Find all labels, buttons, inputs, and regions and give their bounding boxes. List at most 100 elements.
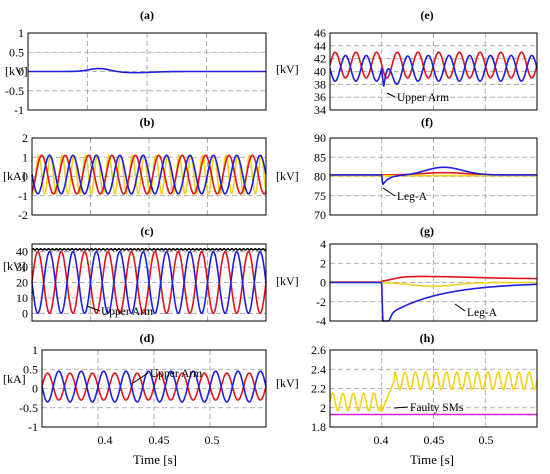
panel-d-annotation: Upper Arm	[150, 368, 202, 380]
panel-f-axes	[329, 137, 538, 216]
y-tick-label: 90	[314, 131, 326, 145]
series-line-blue	[41, 370, 267, 403]
panel-b-series	[31, 154, 267, 195]
panel-f-title: (f)	[421, 115, 433, 129]
panel-g-series	[329, 275, 538, 322]
y-tick-label: 36	[314, 90, 326, 104]
y-tick-label: 1	[32, 343, 38, 357]
panel-d-series	[41, 370, 267, 403]
panel-f-yticks: 70 75 80 85 90	[314, 131, 326, 222]
panel-d: (d) [kA] -1 -0.5 0 0.5 1 Upper Arm	[3, 331, 267, 434]
y-tick-label: 1	[22, 150, 28, 164]
panel-c-annotation: Upper Arm	[101, 306, 153, 318]
panel-h-grid	[330, 350, 537, 427]
y-tick-label: 80	[314, 170, 326, 184]
series-line-yellow	[329, 371, 538, 413]
y-tick-label: 30	[16, 260, 28, 274]
panel-d-axes	[41, 349, 267, 428]
y-tick-label: 4	[320, 237, 326, 251]
y-tick-label: 34	[314, 103, 326, 117]
panel-b: (b) [kA] -2 -1 0 1 2	[3, 115, 267, 222]
panel-f-annotation-arrow	[382, 187, 396, 197]
series-line-blue	[329, 166, 538, 186]
panel-c-axes	[31, 243, 267, 322]
panel-b-ylabel: [kA]	[3, 169, 26, 183]
y-tick-label: -1	[28, 420, 38, 434]
y-tick-label: 2.4	[311, 362, 326, 376]
x-tick-label: 0.4	[98, 433, 113, 447]
y-tick-label: 38	[314, 77, 326, 91]
series-line-black	[31, 247, 267, 251]
panel-f-ylabel: [kV]	[276, 169, 299, 183]
panel-b-title: (b)	[140, 115, 155, 129]
y-tick-label: -0.5	[19, 401, 38, 415]
y-tick-label: -1	[14, 103, 24, 117]
x-tick-label: 0.45	[149, 433, 170, 447]
panel-b-axes	[31, 137, 267, 216]
y-tick-label: 20	[16, 276, 28, 290]
y-tick-label: 0.5	[23, 362, 38, 376]
y-tick-label: -1	[18, 189, 28, 203]
series-line-blue	[329, 54, 538, 87]
series-line-blue	[31, 154, 267, 195]
panel-c-grid	[32, 244, 266, 321]
y-tick-label: 0	[22, 170, 28, 184]
panel-a-title: (a)	[140, 8, 154, 22]
panel-h-series	[329, 371, 538, 416]
y-tick-label: 2	[320, 401, 326, 415]
panel-h-axes	[329, 349, 538, 428]
panel-h-yticks: 1.8 2 2.2 2.4 2.6	[311, 343, 326, 434]
y-tick-label: 0	[32, 382, 38, 396]
y-tick-label: 1	[18, 26, 24, 40]
x-tick-label: 0.4	[374, 433, 389, 447]
panel-d-yticks: -1 -0.5 0 0.5 1	[19, 343, 38, 434]
y-tick-label: 2	[320, 256, 326, 270]
panel-c-title: (c)	[140, 224, 153, 238]
y-tick-label: 42	[314, 52, 326, 66]
panel-c-annotation-arrow	[86, 305, 101, 312]
y-tick-label: 2.2	[311, 382, 326, 396]
y-tick-label: 46	[314, 26, 326, 40]
x-ticks-left: 0.4 0.45 0.5	[98, 433, 220, 447]
y-tick-label: -0.5	[5, 84, 24, 98]
panel-e-series	[329, 51, 538, 87]
panel-g-yticks: -4 -2 0 2 4	[316, 237, 326, 328]
panel-h: (h) [kV] 1.8 2 2.2 2.4 2.6 Faulty SMs	[276, 331, 538, 434]
y-tick-label: 70	[314, 208, 326, 222]
panel-e-annotation: Upper Arm	[397, 92, 449, 104]
y-tick-label: 0.5	[9, 45, 24, 59]
panel-g-axes	[329, 243, 538, 322]
panel-f-series	[329, 166, 538, 186]
y-tick-label: 10	[16, 291, 28, 305]
series-line-blue	[31, 250, 267, 315]
x-tick-label: 0.45	[424, 433, 445, 447]
panel-d-annotation-arrow	[132, 372, 149, 384]
y-tick-label: 75	[314, 189, 326, 203]
x-tick-label: 0.5	[205, 433, 220, 447]
panel-a-yticks: -1 -0.5 0 0.5 1	[5, 26, 24, 117]
y-tick-label: -2	[18, 208, 28, 222]
panel-g: (g) [kV] -4 -2 0 2 4 Leg-A	[276, 224, 538, 328]
panel-f-annotation: Leg-A	[397, 191, 428, 203]
panel-g-ylabel: [kV]	[276, 274, 299, 288]
panel-d-ylabel: [kA]	[3, 372, 26, 386]
y-tick-label: 85	[314, 150, 326, 164]
y-tick-label: 0	[18, 65, 24, 79]
panel-g-annotation: Leg-A	[467, 307, 498, 319]
panel-e-title: (e)	[420, 8, 433, 22]
panel-h-annotation-arrow	[393, 406, 409, 409]
y-tick-label: 2.6	[311, 343, 326, 357]
x-tick-label: 0.5	[479, 433, 494, 447]
panel-b-yticks: -2 -1 0 1 2	[18, 131, 28, 222]
panel-a-axes	[27, 32, 267, 111]
panel-g-title: (g)	[420, 224, 434, 238]
panel-f: (f) [kV] 70 75 80 85 90 Leg-A	[276, 115, 538, 222]
y-tick-label: 2	[22, 131, 28, 145]
series-line-blue	[27, 67, 267, 74]
panel-a-series	[27, 67, 267, 74]
panel-c-series	[31, 247, 267, 315]
